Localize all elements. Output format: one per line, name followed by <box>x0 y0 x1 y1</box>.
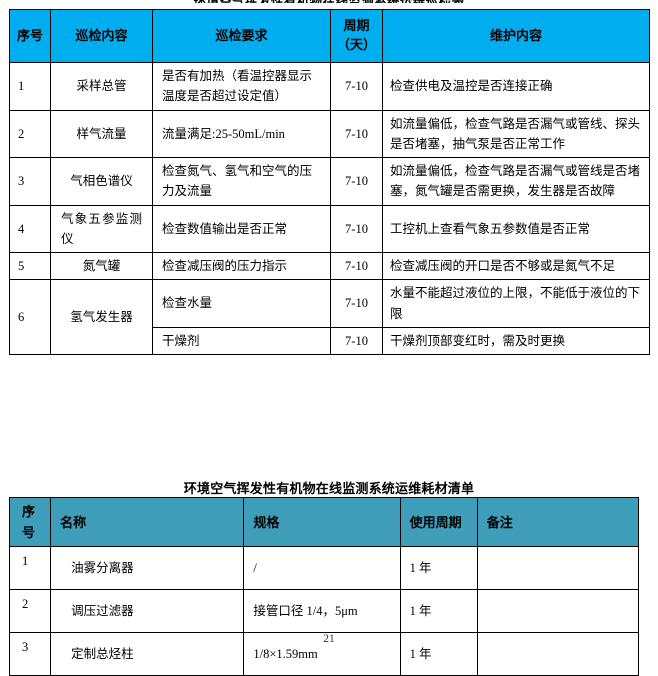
cell-maintenance: 如流量偏低，检查气路是否漏气或管线是否堵塞，氮气罐是否需更换，发生器是否故障 <box>382 157 650 206</box>
cell-requirement: 干燥剂 <box>152 326 331 356</box>
table-row: 3 气相色谱仪 检查氮气、氢气和空气的压力及流量 7-10 如流量偏低，检查气路… <box>9 157 650 206</box>
cell-item: 采样总管 <box>50 62 153 111</box>
cell-requirement: 检查水量 <box>152 279 331 328</box>
cell-no: 3 <box>9 157 51 206</box>
cell-maintenance: 检查供电及温控是否连接正确 <box>382 62 650 111</box>
cell-cycle: 1 年 <box>399 546 478 591</box>
column-header-requirement: 巡检要求 <box>152 9 331 63</box>
cell-no: 5 <box>9 251 51 281</box>
table-row: 1 油雾分离器 / 1 年 <box>8 546 640 591</box>
cell-cycle: 7-10 <box>330 279 383 328</box>
table-row: 5 氮气罐 检查减压阀的压力指示 7-10 检查减压阀的开口是否不够或是氮气不足 <box>9 251 650 281</box>
column-header-no: 序号 <box>8 496 52 548</box>
cell-item: 气相色谱仪 <box>50 157 153 206</box>
cell-name: 调压过滤器 <box>50 589 245 634</box>
cell-maintenance: 检查减压阀的开口是否不够或是氮气不足 <box>382 251 650 281</box>
table-row: 干燥剂 7-10 干燥剂顶部变红时，需及时更换 <box>10 326 650 356</box>
cycle-header-line1: 周期 <box>343 18 370 34</box>
cell-name: 油雾分离器 <box>50 546 245 591</box>
cell-cycle: 7-10 <box>330 326 383 356</box>
cell-note <box>476 589 640 634</box>
cell-no: 6 <box>9 279 51 355</box>
cell-spec: 接管口径 1/4，5μm <box>243 589 401 634</box>
table-header-row: 序号 名称 规格 使用周期 备注 <box>8 496 640 548</box>
table-row: 4 气象五参监测仪 检查数值输出是否正常 7-10 工控机上查看气象五参数值是否… <box>9 204 650 253</box>
cell-requirement: 检查氮气、氢气和空气的压力及流量 <box>152 157 331 206</box>
cell-requirement: 是否有加热（看温控器显示温度是否超过设定值） <box>152 62 331 111</box>
column-header-maintenance: 维护内容 <box>382 9 650 63</box>
cell-requirement: 检查数值输出是否正常 <box>152 204 331 253</box>
table-row: 6 氢气发生器 检查水量 7-10 水量不能超过液位的上限，不能低于液位的下限 <box>9 279 650 355</box>
cell-maintenance: 水量不能超过液位的上限，不能低于液位的下限 <box>382 279 650 328</box>
cell-spec: / <box>243 546 401 591</box>
column-header-no: 序号 <box>9 9 51 63</box>
column-header-cycle: 使用周期 <box>399 496 478 548</box>
cell-cycle: 7-10 <box>330 157 383 206</box>
column-header-item: 巡检内容 <box>50 9 153 63</box>
cell-no: 1 <box>8 546 52 591</box>
page-number: 21 <box>323 633 335 645</box>
cell-requirement: 流量满足:25-50mL/min <box>152 109 331 158</box>
table-row: 1 采样总管 是否有加热（看温控器显示温度是否超过设定值） 7-10 检查供电及… <box>9 62 650 111</box>
column-header-note: 备注 <box>476 496 640 548</box>
cell-no: 1 <box>9 62 51 111</box>
cell-cycle: 7-10 <box>330 204 383 253</box>
cell-maintenance: 干燥剂顶部变红时，需及时更换 <box>382 326 650 356</box>
cell-no: 2 <box>8 589 52 634</box>
column-header-cycle: 周期 （天） <box>330 9 383 63</box>
cell-cycle: 1 年 <box>399 589 478 634</box>
cell-no: 4 <box>9 204 51 253</box>
table-row: 2 样气流量 流量满足:25-50mL/min 7-10 如流量偏低，检查气路是… <box>9 109 650 158</box>
cell-note <box>476 546 640 591</box>
cell-maintenance: 工控机上查看气象五参数值是否正常 <box>382 204 650 253</box>
cell-item: 气象五参监测仪 <box>50 204 153 253</box>
cell-cycle: 7-10 <box>330 62 383 111</box>
column-header-name: 名称 <box>50 496 245 548</box>
cell-maintenance: 如流量偏低，检查气路是否漏气或管线、探头是否堵塞，抽气泵是否正常工作 <box>382 109 650 158</box>
cell-no: 2 <box>9 109 51 158</box>
cell-item: 样气流量 <box>50 109 153 158</box>
clipped-page-heading: 环境空气挥发性有机物在线监测系统运维巡检表 <box>0 0 658 3</box>
cell-cycle: 7-10 <box>330 109 383 158</box>
consumables-list-table: 序号 名称 规格 使用周期 备注 1 油雾分离器 / 1 年 2 调压过滤器 接… <box>8 496 640 676</box>
table-header-row: 序号 巡检内容 巡检要求 周期 （天） 维护内容 <box>9 9 650 63</box>
consumables-table-title: 环境空气挥发性有机物在线监测系统运维耗材清单 <box>183 481 475 496</box>
table-row: 2 调压过滤器 接管口径 1/4，5μm 1 年 <box>8 589 640 634</box>
cell-requirement: 检查减压阀的压力指示 <box>152 251 331 281</box>
cell-item: 氢气发生器 <box>50 279 153 355</box>
cycle-header-line2: （天） <box>337 37 377 52</box>
cell-item: 氮气罐 <box>50 251 153 281</box>
cell-cycle: 7-10 <box>330 251 383 281</box>
column-header-spec: 规格 <box>243 496 401 548</box>
inspection-maintenance-table: 序号 巡检内容 巡检要求 周期 （天） 维护内容 1 采样总管 是否有加热（看温… <box>9 9 650 356</box>
